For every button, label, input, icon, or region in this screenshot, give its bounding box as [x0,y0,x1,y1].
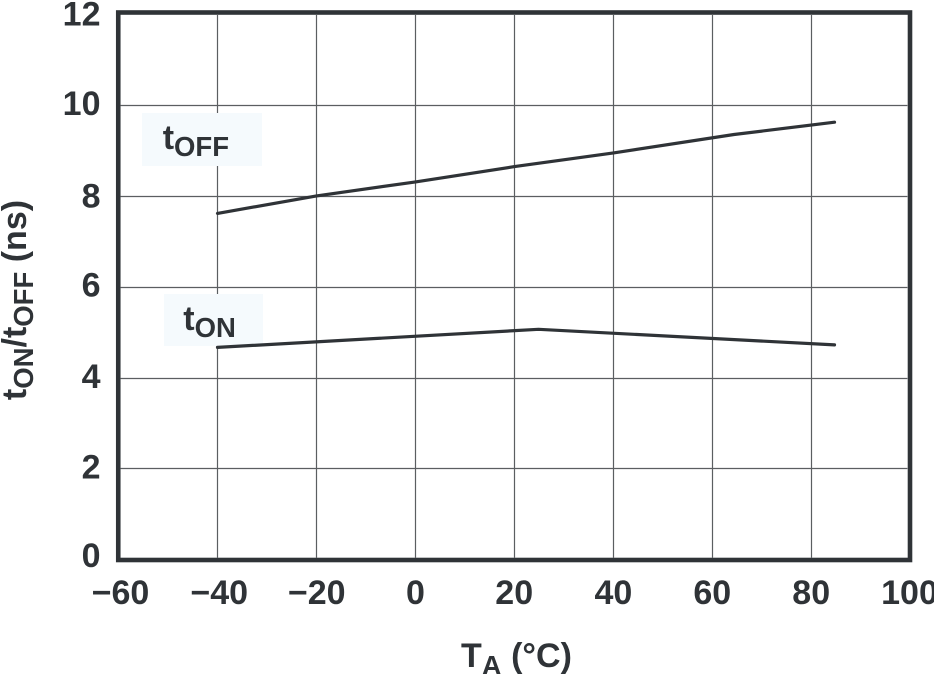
svg-text:0: 0 [406,574,425,612]
svg-text:4: 4 [82,358,101,396]
svg-text:80: 80 [792,574,830,612]
svg-text:TA (°C): TA (°C) [461,637,572,674]
svg-text:12: 12 [63,0,101,33]
svg-text:8: 8 [82,178,101,216]
svg-text:40: 40 [594,574,632,612]
svg-text:−60: −60 [92,574,150,612]
svg-text:−20: −20 [288,574,346,612]
svg-text:6: 6 [82,267,101,305]
svg-text:2: 2 [82,448,101,486]
svg-text:20: 20 [495,574,533,612]
svg-text:100: 100 [881,574,934,612]
svg-text:−40: −40 [190,574,248,612]
svg-text:10: 10 [63,85,101,123]
svg-text:0: 0 [82,537,101,575]
svg-text:60: 60 [693,574,731,612]
